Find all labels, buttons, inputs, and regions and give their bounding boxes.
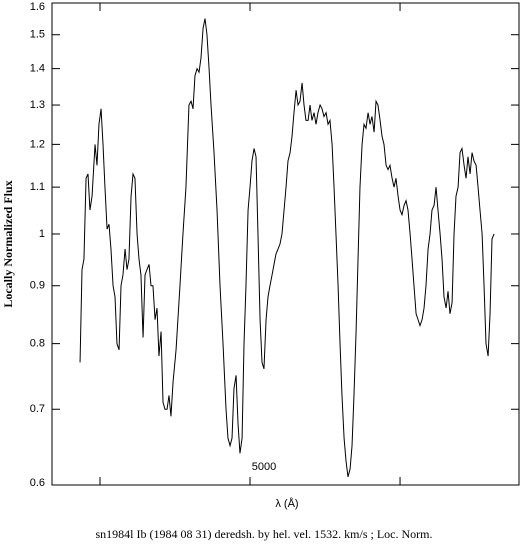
y-tick-label: 0.9 bbox=[30, 280, 45, 292]
caption: sn1984l Ib (1984 08 31) deredsh. by hel.… bbox=[96, 527, 433, 541]
y-tick-label: 0.6 bbox=[30, 477, 45, 489]
x-tick-label: 5000 bbox=[252, 461, 276, 473]
y-tick-label: 1.4 bbox=[30, 63, 45, 75]
y-tick-label: 1 bbox=[39, 228, 45, 240]
y-tick-label: 1.2 bbox=[30, 138, 45, 150]
spectrum-line bbox=[79, 18, 495, 478]
plot-frame bbox=[51, 2, 520, 486]
x-axis-label: λ (Å) bbox=[275, 497, 298, 510]
y-tick-label: 0.8 bbox=[30, 338, 45, 350]
y-tick-label: 1.3 bbox=[30, 99, 45, 111]
y-axis-label: Locally Normalized Flux bbox=[1, 180, 15, 307]
y-tick-label: 1.6 bbox=[30, 1, 45, 13]
y-tick-label: 0.7 bbox=[30, 403, 45, 415]
y-tick-label: 1.5 bbox=[30, 29, 45, 41]
y-tick-label: 1.1 bbox=[30, 181, 45, 193]
